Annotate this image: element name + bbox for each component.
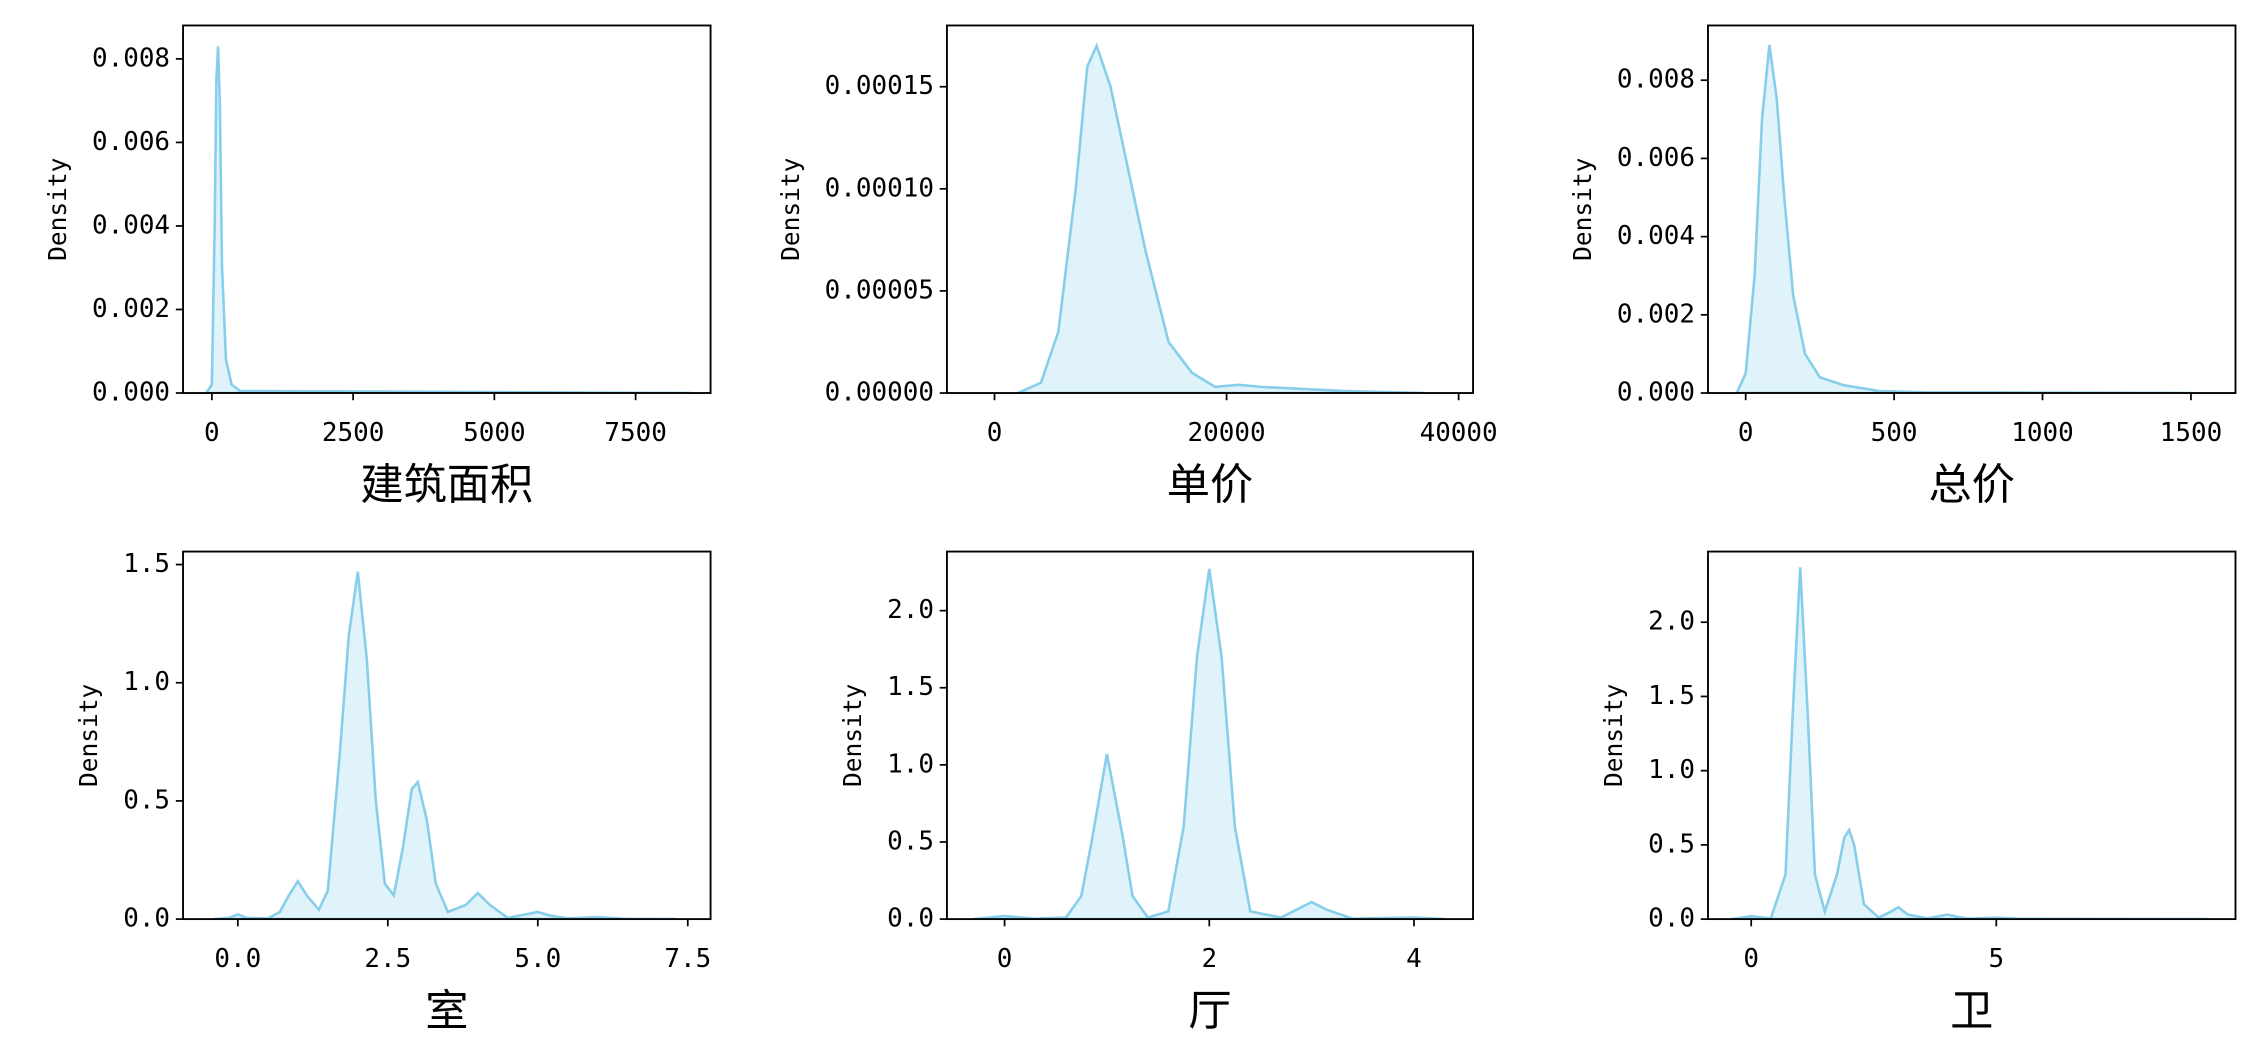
plot-area [204,46,693,394]
subplot: 0.000 0.002 0.004 0.006 0.008 0 500 1000 1500 总价 D… [1568,24,2237,511]
y-tick-label: 0.00005 [825,275,934,305]
x-tick-label: 4 [1406,944,1422,974]
y-tick-label: 0.0 [1648,904,1695,934]
y-tick-label: 0.000 [1617,378,1695,408]
plot-area [973,568,1445,920]
axes-frame [1707,550,2237,921]
y-tick-label: 1.5 [123,549,170,579]
plot-area [1731,567,2208,920]
y-tick-label: 0.00000 [825,378,934,408]
subplot: 0.0 0.5 1.0 1.5 2.0 0 5 卫 Density [1599,550,2237,1037]
x-tick-label: 2500 [322,418,384,448]
density-curve [213,571,676,920]
x-tick-label: 7500 [604,418,666,448]
x-axis-label: 卫 [1950,987,1993,1037]
y-tick-label: 0.0 [887,904,934,934]
y-tick-label: 0.00015 [825,71,934,101]
subplot: 0.0 0.5 1.0 1.5 2.0 0 2 4 厅 Density [838,550,1474,1037]
x-tick-label: 20000 [1188,418,1266,448]
y-axis-label: Density [1568,158,1597,261]
x-tick-label: 5 [1988,944,2004,974]
x-tick-label: 0 [1738,418,1754,448]
x-axis-label: 室 [425,987,468,1037]
y-tick-label: 0.5 [1648,829,1695,859]
density-curve [973,568,1445,920]
x-tick-label: 2.5 [364,944,411,974]
y-tick-label: 0.000 [92,378,170,408]
y-tick-label: 0.008 [92,43,170,73]
y-axis-label: Density [43,158,72,261]
y-tick-label: 0.006 [1617,143,1695,173]
y-axis-label: Density [1599,684,1628,787]
y-tick-label: 1.5 [1648,681,1695,711]
x-axis-label: 建筑面积 [360,461,533,511]
y-tick-label: 0.00010 [825,173,934,203]
plot-area [1735,44,2191,394]
y-tick-label: 0.0 [123,904,170,934]
x-tick-label: 5.0 [514,944,561,974]
subplot: 0.00000 0.00005 0.00010 0.00015 0 20000 40000 单… [776,24,1498,511]
y-tick-label: 1.0 [1648,755,1695,785]
density-curve [204,46,693,394]
y-tick-label: 0.5 [123,785,170,815]
axes-frame [1707,24,2237,394]
x-tick-label: 5000 [463,418,525,448]
y-tick-label: 2.0 [1648,607,1695,637]
axes-frame [182,550,712,921]
y-tick-label: 0.5 [887,826,934,856]
y-tick-label: 1.0 [123,667,170,697]
subplot: 0.000 0.002 0.004 0.006 0.008 0 2500 5000 7500 建筑… [43,24,712,511]
y-tick-label: 0.008 [1617,65,1695,95]
density-curve [1731,567,2208,920]
x-tick-label: 0 [204,418,220,448]
x-tick-label: 0.0 [214,944,261,974]
plot-area [213,571,676,920]
x-tick-label: 7.5 [664,944,711,974]
subplot: 0.0 0.5 1.0 1.5 0.0 2.5 5.0 7.5 室 Density [74,549,712,1037]
x-axis-label: 总价 [1929,461,2015,511]
density-curve [1735,44,2191,394]
y-tick-label: 0.006 [92,127,170,157]
y-tick-label: 0.002 [1617,299,1695,329]
y-tick-label: 0.004 [92,210,170,240]
x-tick-label: 1000 [2011,418,2073,448]
y-tick-label: 1.5 [887,672,934,702]
axes-frame [946,24,1474,394]
x-axis-label: 单价 [1167,461,1253,511]
x-tick-label: 0 [987,418,1003,448]
x-tick-label: 0 [997,944,1013,974]
y-tick-label: 0.004 [1617,221,1695,251]
x-tick-label: 500 [1871,418,1918,448]
x-tick-label: 1500 [2160,418,2222,448]
y-axis-label: Density [776,158,805,261]
y-axis-label: Density [838,684,867,787]
plot-area [1017,42,1424,394]
x-axis-label: 厅 [1188,987,1231,1037]
y-tick-label: 0.002 [92,294,170,324]
x-tick-label: 2 [1201,944,1217,974]
y-axis-label: Density [74,684,103,787]
y-tick-label: 1.0 [887,749,934,779]
axes-frame [182,24,712,394]
x-tick-label: 40000 [1420,418,1498,448]
density-curve [1017,42,1424,394]
y-tick-label: 2.0 [887,595,934,625]
x-tick-label: 0 [1743,944,1759,974]
